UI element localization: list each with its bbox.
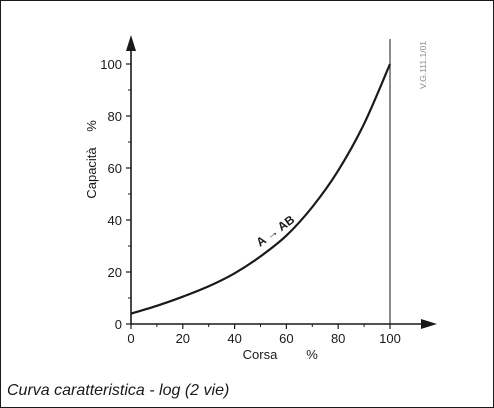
series-line-a-ab [130,63,392,315]
x-axis-arrow [421,319,437,329]
x-tick-label-60: 60 [279,331,293,346]
y-tick-label-60: 60 [108,161,122,176]
reference-code: V.G.111.1/01 [418,41,428,89]
x-ticks: 0 20 40 60 80 100 [127,324,401,346]
x-tick-label-100: 100 [379,331,401,346]
y-tick-label-80: 80 [108,109,122,124]
y-ticks: 0 20 40 60 80 100 [100,57,131,332]
y-axis-unit: % [84,120,99,132]
x-tick-label-80: 80 [331,331,345,346]
y-axis-arrow [126,35,136,51]
x-tick-label-40: 40 [227,331,241,346]
y-tick-label-40: 40 [108,213,122,228]
y-tick-label-100: 100 [100,57,122,72]
x-axis-unit: % [306,347,318,362]
x-tick-label-0: 0 [127,331,134,346]
chart-caption: Curva caratteristica - log (2 vie) [7,382,230,399]
y-tick-label-20: 20 [108,265,122,280]
y-tick-label-0: 0 [115,317,122,332]
y-axis-title: Capacità [84,147,99,199]
x-axis-title: Corsa [243,347,278,362]
x-tick-label-20: 20 [176,331,190,346]
